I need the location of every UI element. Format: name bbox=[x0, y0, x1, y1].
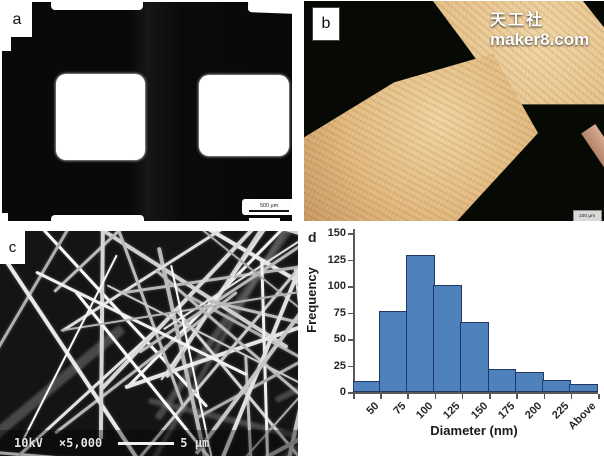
panel-c-label: c bbox=[8, 239, 17, 256]
y-axis-line bbox=[353, 229, 355, 392]
y-tick bbox=[348, 286, 353, 288]
x-tick bbox=[598, 393, 600, 399]
y-tick-label: 150 bbox=[327, 227, 346, 239]
y-tick bbox=[348, 312, 353, 314]
histogram-bar bbox=[542, 380, 571, 392]
panel-a-label-box: a bbox=[2, 2, 32, 37]
y-tick bbox=[348, 365, 353, 367]
histogram-bar bbox=[433, 284, 462, 392]
mesh-opening bbox=[51, 215, 144, 221]
y-tick bbox=[348, 339, 353, 341]
sem-magnification: ×5,000 bbox=[58, 436, 103, 450]
histogram-bar bbox=[353, 381, 381, 392]
histogram-bar bbox=[460, 322, 490, 392]
x-tick bbox=[516, 393, 518, 399]
y-tick-label: 50 bbox=[333, 333, 346, 345]
watermark: 天工社 maker8.com bbox=[490, 11, 589, 51]
y-tick-label: 100 bbox=[327, 280, 346, 292]
mesh-opening bbox=[56, 74, 145, 160]
histogram-bar bbox=[569, 383, 598, 392]
panel-d-histogram: d Frequency Diameter (nm) 0 25 50 75 100 125 1… bbox=[298, 225, 604, 456]
y-tick-label: 125 bbox=[327, 253, 346, 266]
x-tick bbox=[461, 393, 464, 399]
y-tick-label: 25 bbox=[333, 359, 346, 372]
panel-d-label: d bbox=[308, 229, 317, 245]
sem-caption: 10kV ×5,000 5 μm bbox=[14, 436, 209, 450]
x-tick bbox=[434, 393, 437, 399]
panel-c-sem-nanofibers: c 10kV ×5,000 5 μm bbox=[0, 231, 298, 456]
histogram-bar bbox=[487, 368, 517, 392]
histogram-bar bbox=[405, 255, 435, 392]
x-tick bbox=[353, 393, 355, 399]
panel-b-yarn-micrograph: b 天工社 maker8.com 100 μm bbox=[304, 1, 604, 221]
y-tick bbox=[348, 259, 353, 261]
x-tick bbox=[407, 393, 409, 399]
x-tick bbox=[380, 393, 382, 399]
panel-c-label-box: c bbox=[0, 231, 25, 264]
mesh-opening bbox=[2, 213, 8, 221]
y-tick bbox=[348, 233, 353, 235]
watermark-line1: 天工社 bbox=[490, 12, 545, 29]
scalebar-line bbox=[118, 441, 175, 445]
panel-a-mesh-micrograph: a 500 μm bbox=[2, 2, 292, 221]
x-tick bbox=[489, 393, 491, 399]
y-tick-label: 75 bbox=[333, 306, 346, 319]
mesh-opening bbox=[249, 218, 280, 221]
scalebar-line bbox=[249, 209, 289, 212]
panel-a-scalebar-text: 500 μm bbox=[259, 202, 279, 209]
x-axis-title: Diameter (nm) bbox=[430, 423, 518, 438]
mesh-opening bbox=[51, 2, 143, 10]
y-tick-label: 0 bbox=[339, 386, 346, 398]
mesh-opening bbox=[199, 75, 289, 156]
panel-b-scalebar: 100 μm bbox=[573, 210, 602, 221]
x-tick bbox=[543, 393, 546, 399]
panel-a-label: a bbox=[12, 10, 22, 28]
histogram-bar bbox=[378, 311, 408, 392]
yarn-edge-sliver bbox=[581, 124, 604, 170]
sem-voltage: 10kV bbox=[14, 436, 43, 450]
label-background bbox=[2, 37, 11, 51]
panel-c-scalebar: 5 μm bbox=[118, 436, 209, 450]
panel-b-label-box: b bbox=[312, 7, 340, 41]
y-tick bbox=[348, 392, 353, 394]
panel-c-scalebar-text: 5 μm bbox=[180, 436, 210, 450]
mesh-opening bbox=[247, 2, 292, 14]
x-axis-line bbox=[353, 392, 598, 394]
panel-a-scalebar: 500 μm bbox=[242, 199, 292, 215]
histogram-bar bbox=[514, 371, 544, 392]
watermark-line2: maker8.com bbox=[490, 30, 590, 50]
panel-b-scalebar-text: 100 μm bbox=[579, 213, 596, 219]
y-axis-title: Frequency bbox=[304, 267, 319, 333]
panel-b-label: b bbox=[321, 15, 331, 32]
x-tick bbox=[570, 393, 573, 399]
